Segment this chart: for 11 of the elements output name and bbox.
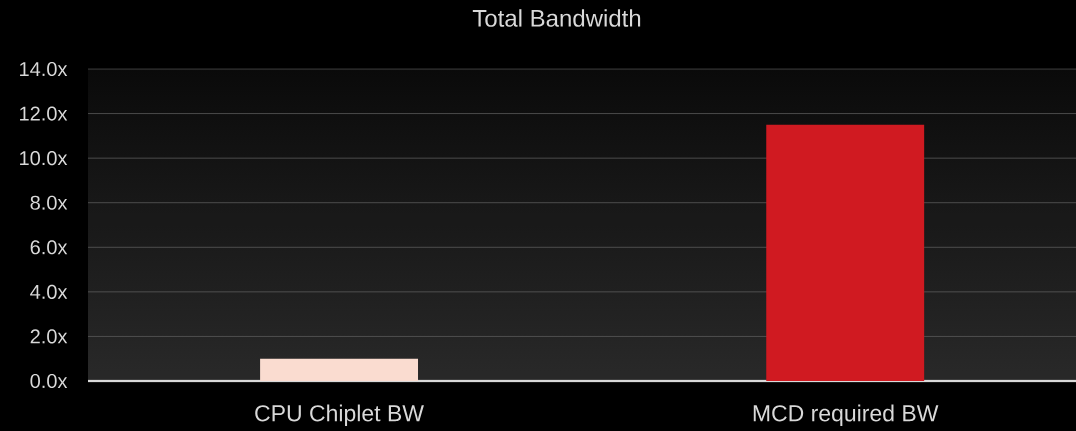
y-tick-label: 6.0x xyxy=(30,240,68,255)
y-tick-label: 4.0x xyxy=(30,284,68,299)
x-tick-label: MCD required BW xyxy=(753,404,939,426)
y-tick-label: 2.0x xyxy=(30,329,68,344)
y-tick-label: 14.0x xyxy=(20,61,68,77)
y-tick-label: 12.0x xyxy=(20,106,68,121)
x-tick-label: CPU Chiplet BW xyxy=(255,404,424,426)
y-tick-label: 8.0x xyxy=(30,195,68,210)
y-tick-label: 0.0x xyxy=(30,373,68,389)
chart-title: Total Bandwidth xyxy=(472,9,641,27)
y-tick-label: 10.0x xyxy=(20,151,68,166)
